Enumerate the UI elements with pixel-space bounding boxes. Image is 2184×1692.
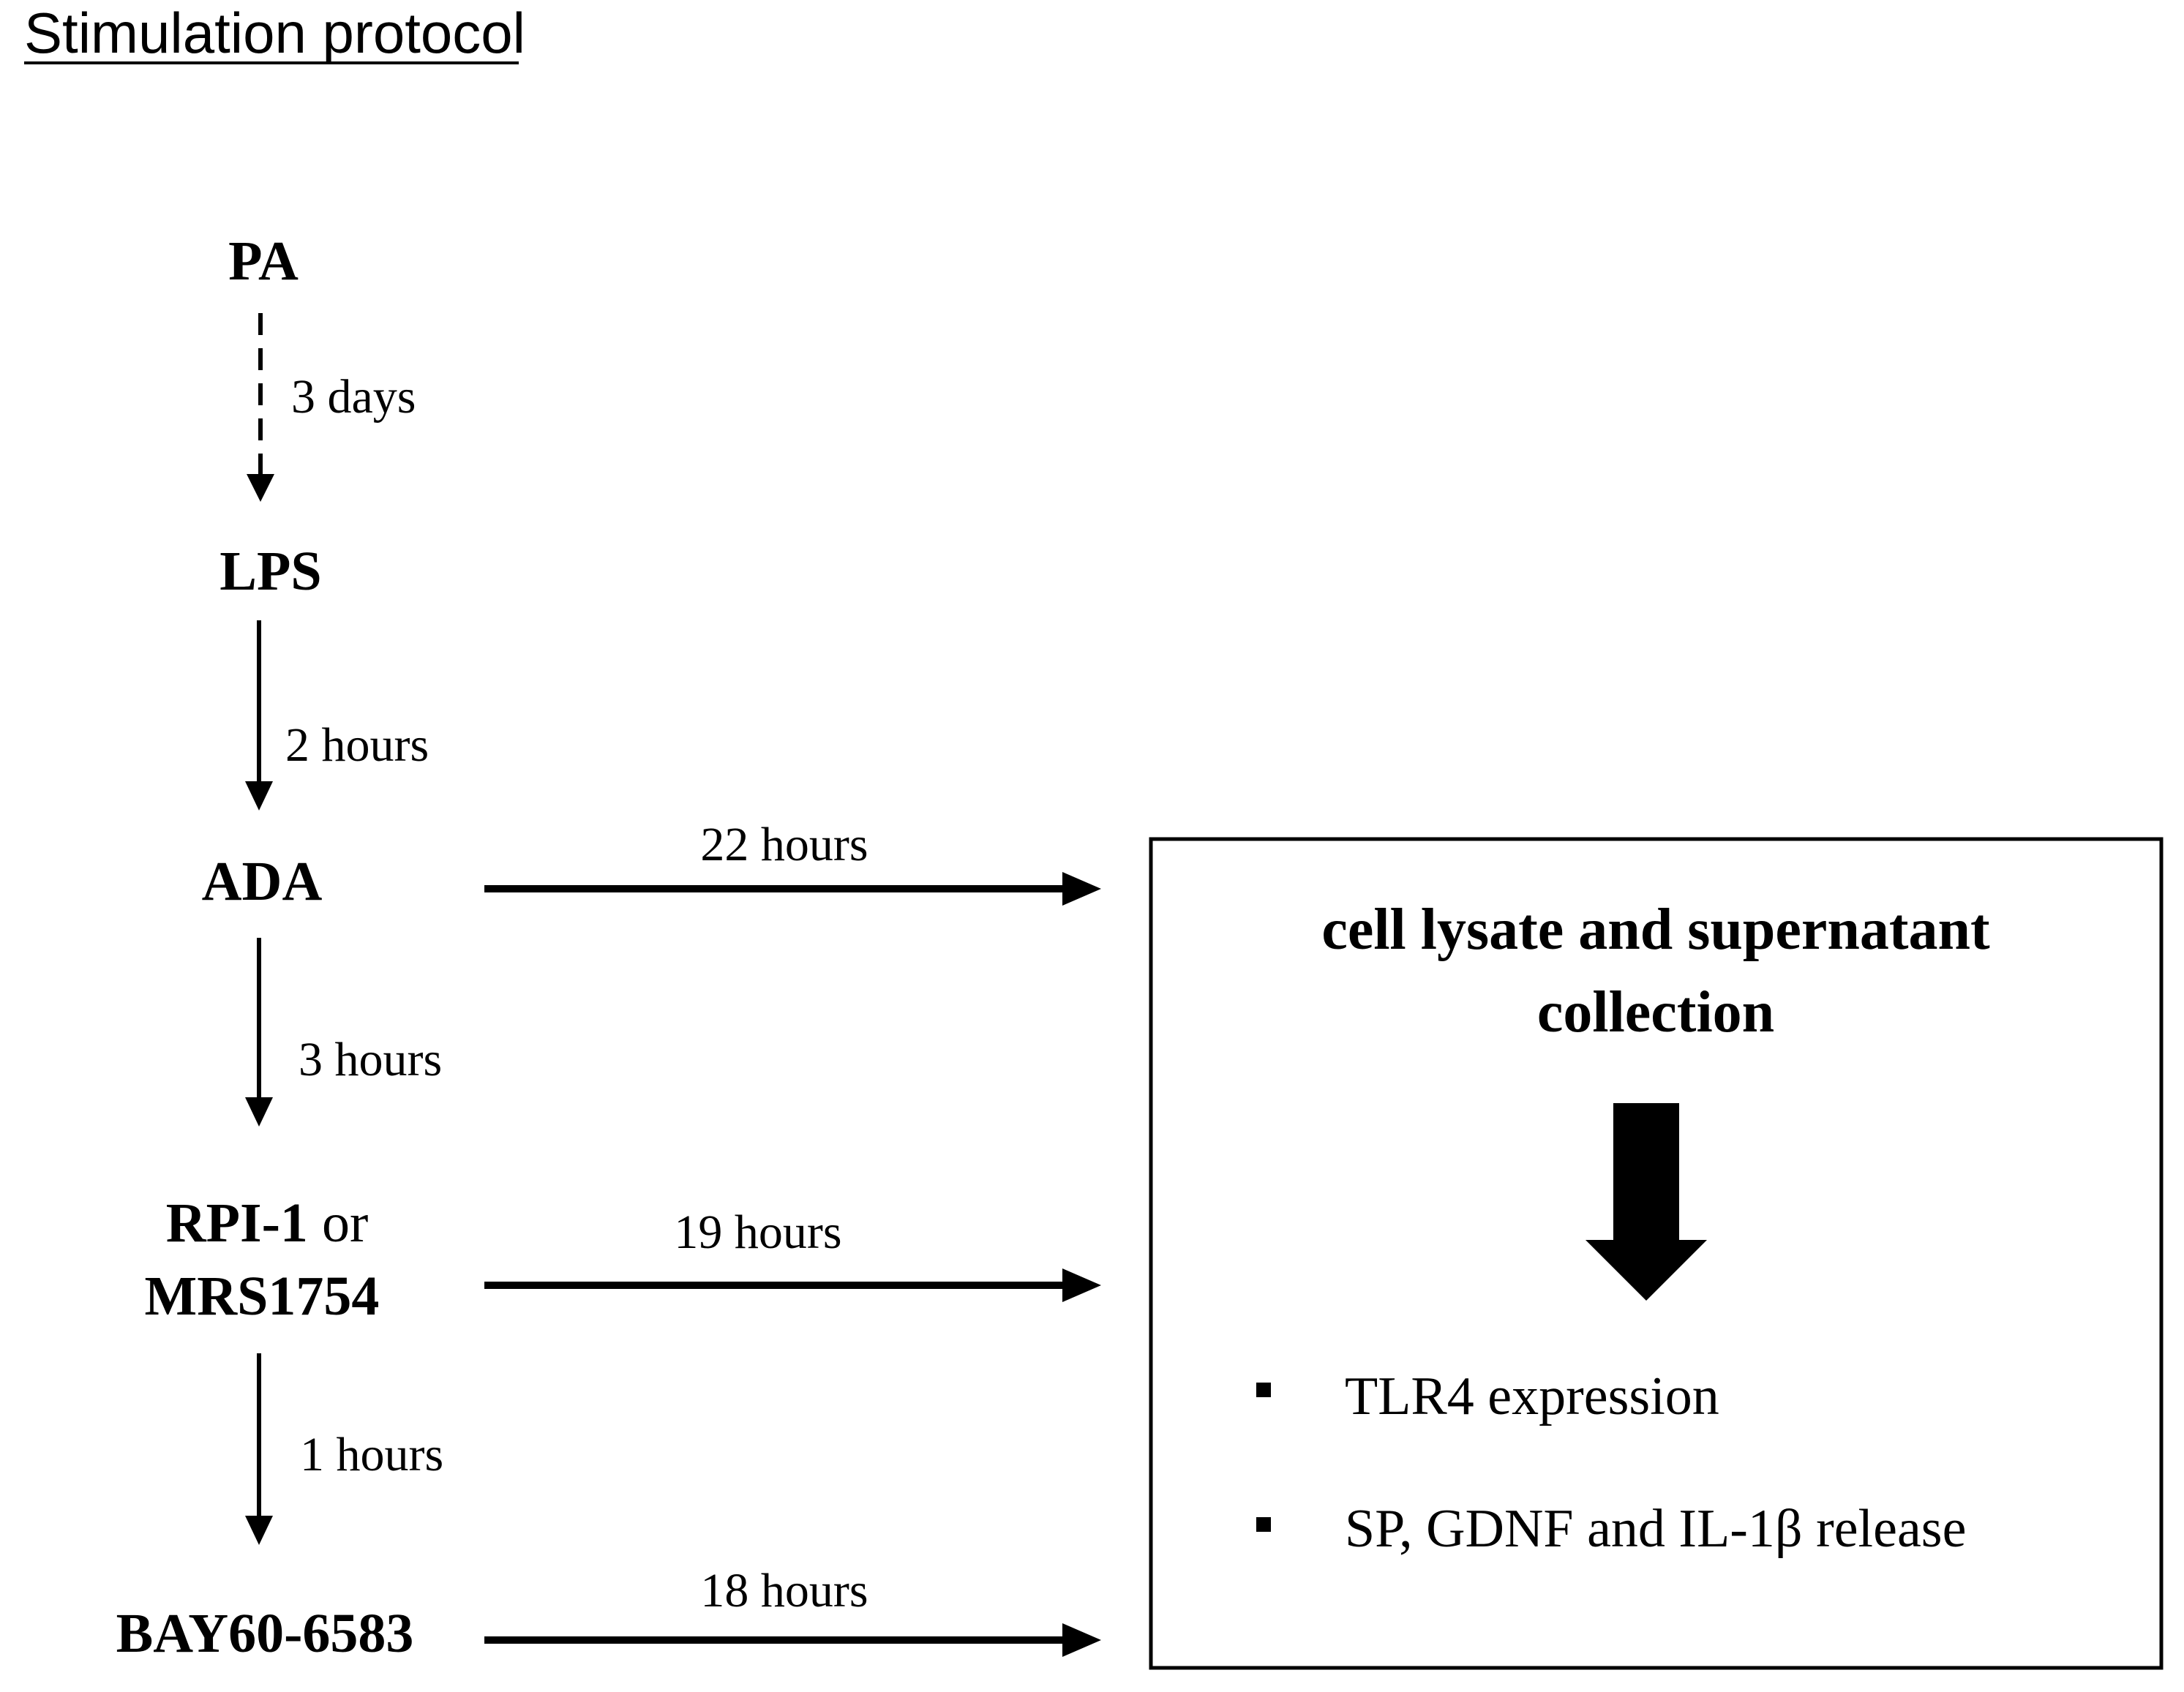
step-pa: PA	[228, 230, 299, 292]
incubation-rpi-label: 19 hours	[674, 1206, 841, 1259]
collection-box	[1149, 837, 2164, 1670]
collection-heading-line1: cell lysate and supernatant	[1321, 898, 1990, 962]
arrowhead-rpi-incubation	[1062, 1268, 1101, 1302]
readout-item: TLR4 expression	[1345, 1366, 1719, 1426]
bullet-square-icon	[1256, 1517, 1271, 1532]
collection-heading-line2: collection	[1537, 980, 1774, 1045]
arrowhead-bay-incubation	[1062, 1623, 1101, 1657]
step-rpi: RPI-1	[166, 1192, 308, 1254]
interval-rpi-to-bay: 1 hours	[300, 1428, 443, 1481]
big-down-arrow-icon	[1586, 1103, 1707, 1301]
incubation-bay-label: 18 hours	[700, 1564, 868, 1617]
step-rpi-or: RPI-1 or	[166, 1192, 369, 1254]
interval-pa-to-lps: 3 days	[291, 370, 416, 424]
step-lps: LPS	[219, 541, 321, 602]
arrowhead-ada-incubation	[1062, 872, 1101, 906]
diagram-title: Stimulation protocol	[24, 1, 525, 65]
arrowhead-ada-to-rpi	[245, 1097, 273, 1127]
step-ada: ADA	[202, 851, 323, 912]
readout-item: SP, GDNF and IL-1β release	[1345, 1499, 1966, 1559]
interval-lps-to-ada: 2 hours	[285, 718, 429, 772]
step-or-word: or	[322, 1192, 368, 1254]
incubation-ada-label: 22 hours	[700, 818, 868, 871]
step-bay: BAY60-6583	[116, 1603, 414, 1664]
interval-ada-to-rpi: 3 hours	[299, 1033, 442, 1086]
step-mrs: MRS1754	[145, 1266, 380, 1327]
bullet-square-icon	[1256, 1383, 1271, 1397]
arrowhead-pa-to-lps	[247, 474, 274, 502]
arrowhead-lps-to-ada	[245, 781, 273, 811]
step-or	[308, 1192, 322, 1254]
arrowhead-rpi-to-bay	[245, 1516, 273, 1545]
